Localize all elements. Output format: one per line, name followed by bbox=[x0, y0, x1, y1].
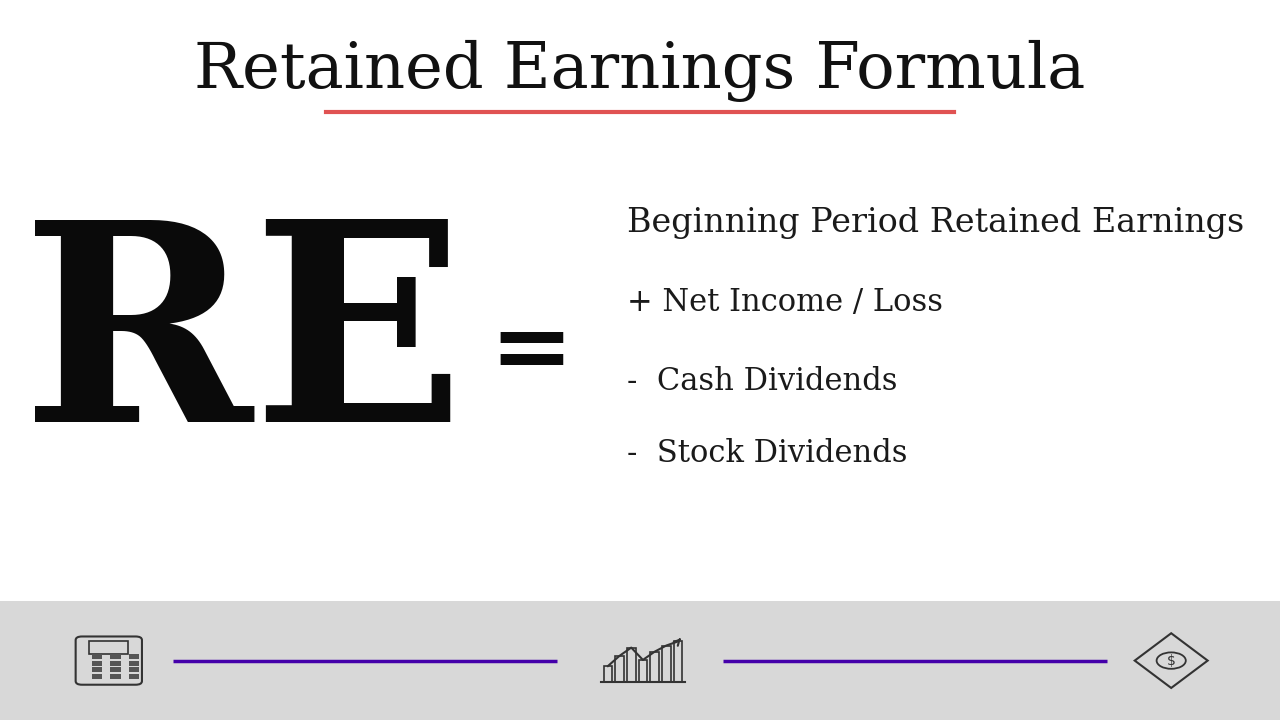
Bar bbox=[110, 667, 120, 672]
Text: $: $ bbox=[1167, 654, 1175, 667]
Bar bbox=[110, 674, 120, 679]
Text: + Net Income / Loss: + Net Income / Loss bbox=[627, 287, 943, 318]
Bar bbox=[604, 666, 612, 683]
Bar bbox=[92, 661, 102, 665]
Text: =: = bbox=[489, 305, 573, 401]
Bar bbox=[616, 656, 623, 683]
Bar bbox=[639, 660, 648, 683]
Bar bbox=[662, 646, 671, 683]
Bar bbox=[129, 674, 140, 679]
Bar bbox=[92, 674, 102, 679]
Text: RE: RE bbox=[22, 211, 465, 480]
Bar bbox=[90, 642, 128, 654]
Bar bbox=[627, 647, 636, 683]
Bar bbox=[129, 654, 140, 659]
Bar bbox=[92, 667, 102, 672]
Bar bbox=[0, 601, 1280, 720]
Text: Retained Earnings Formula: Retained Earnings Formula bbox=[195, 40, 1085, 102]
Text: Beginning Period Retained Earnings: Beginning Period Retained Earnings bbox=[627, 207, 1244, 239]
Text: -  Stock Dividends: - Stock Dividends bbox=[627, 438, 908, 469]
Bar bbox=[110, 661, 120, 665]
Bar bbox=[650, 652, 659, 683]
Bar bbox=[110, 654, 120, 659]
Bar bbox=[129, 661, 140, 665]
Bar bbox=[92, 654, 102, 659]
Text: -  Cash Dividends: - Cash Dividends bbox=[627, 366, 897, 397]
Bar bbox=[673, 642, 682, 683]
Bar bbox=[129, 667, 140, 672]
